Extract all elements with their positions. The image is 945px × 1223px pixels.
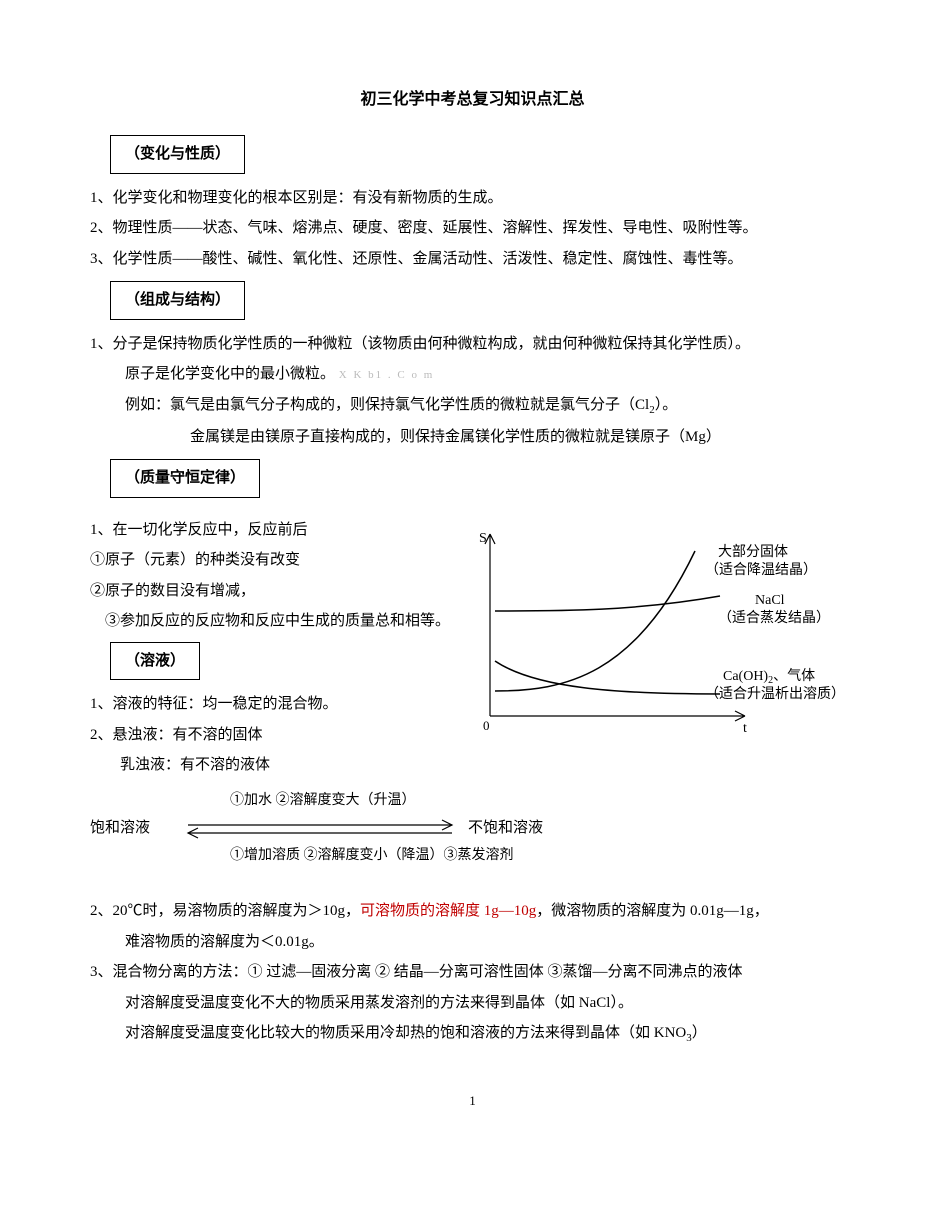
nacl-text: NaCl	[579, 995, 611, 1011]
section2-p4c: ）	[706, 429, 721, 445]
section1-heading: （变化与性质）	[110, 135, 245, 174]
section2-p3a: 例如：氯气是由氯气分子构成的，则保持氯气化学性质的微粒就是氯气分子（	[125, 397, 635, 413]
p6c: ）。	[610, 995, 633, 1011]
section-mass-conservation: （质量守恒定律）	[90, 459, 855, 508]
section3-p1: 1、在一切化学反应中，反应前后	[90, 516, 465, 545]
p4-red: 可溶物质的溶解度 1g—10g	[360, 903, 536, 919]
mg-symbol: Mg	[685, 429, 706, 445]
section4-p5: 3、混合物分离的方法：① 过滤—固液分离 ② 结晶—分离可溶性固体 ③蒸馏—分离…	[90, 958, 855, 987]
kno3-k: KNO	[654, 1025, 687, 1041]
arrow-left-text: 饱和溶液	[90, 814, 180, 843]
section3-p3: ②原子的数目没有增减，	[90, 577, 465, 606]
section4-heading: （溶液）	[110, 642, 200, 681]
section2-heading: （组成与结构）	[110, 281, 245, 320]
page-title: 初三化学中考总复习知识点汇总	[90, 85, 855, 115]
chart-svg: S 0 t 大部分固体 （适合降温结晶） NaCl （适合蒸发结晶） Ca(OH…	[465, 516, 845, 766]
section-composition-structure: （组成与结构） 1、分子是保持物质化学性质的一种微粒（该物质由何种微粒构成，就由…	[90, 281, 855, 451]
x-axis	[490, 711, 745, 721]
section2-p2: 原子是化学变化中的最小微粒。 X K b1 . C o m	[90, 360, 855, 389]
curve-nacl	[495, 596, 720, 611]
arrow-top-label: ①加水 ②溶解度变大（升温）	[230, 788, 855, 815]
section1-p1: 1、化学变化和物理变化的根本区别是：有没有新物质的生成。	[90, 184, 855, 213]
saturation-arrow-diagram: ①加水 ②溶解度变大（升温） 饱和溶液 不饱和溶液 ①增加溶质 ②溶解度变小（降…	[90, 788, 855, 870]
chart-label2a: NaCl	[755, 593, 785, 608]
two-column-layout: 1、在一切化学反应中，反应前后 ①原子（元素）的种类没有改变 ②原子的数目没有增…	[90, 516, 855, 782]
section2-p2-text: 原子是化学变化中的最小微粒。	[125, 366, 335, 382]
chart-label3c: （适合升温析出溶质）	[705, 686, 845, 702]
arrow-right-text: 不饱和溶液	[468, 814, 543, 843]
curve-most-solids	[495, 551, 695, 691]
section4-p3: 乳浊液：有不溶的液体	[90, 751, 465, 780]
y-axis	[485, 534, 495, 716]
section4-p1: 1、溶液的特征：均一稳定的混合物。	[90, 690, 465, 719]
section2-p3: 例如：氯气是由氯气分子构成的，则保持氯气化学性质的微粒就是氯气分子（Cl2）。	[90, 391, 855, 421]
right-column-chart: S 0 t 大部分固体 （适合降温结晶） NaCl （适合蒸发结晶） Ca(OH…	[465, 516, 855, 782]
section2-p4a: 金属镁是由镁原子直接构成的，则保持金属镁化学性质的微粒就是镁原子（	[190, 429, 685, 445]
page-number: 1	[90, 1089, 855, 1114]
p4-post: ，微溶物质的溶解度为 0.01g—1g，	[536, 903, 769, 919]
section1-p2: 2、物理性质——状态、气味、熔沸点、硬度、密度、延展性、溶解性、挥发性、导电性、…	[90, 214, 855, 243]
p7a: 对溶解度受温度变化比较大的物质采用冷却热的饱和溶液的方法来得到晶体（如	[125, 1025, 654, 1041]
section4-p4: 2、20℃时，易溶物质的溶解度为＞10g，可溶物质的溶解度 1g—10g，微溶物…	[90, 897, 855, 926]
solubility-chart: S 0 t 大部分固体 （适合降温结晶） NaCl （适合蒸发结晶） Ca(OH…	[465, 516, 845, 766]
section4-p7: 对溶解度受温度变化比较大的物质采用冷却热的饱和溶液的方法来得到晶体（如 KNO3…	[90, 1019, 855, 1049]
p7d: ）	[692, 1025, 707, 1041]
chart-label1a: 大部分固体	[718, 544, 788, 560]
x-axis-label: t	[743, 721, 747, 736]
chart-label3a: Ca(OH)2、气体	[723, 668, 815, 686]
origin-label: 0	[483, 718, 490, 733]
chart-label1b: （适合降温结晶）	[705, 562, 817, 578]
watermark: X K b1 . C o m	[339, 369, 435, 381]
left-column: 1、在一切化学反应中，反应前后 ①原子（元素）的种类没有改变 ②原子的数目没有增…	[90, 516, 465, 782]
section4-p6: 对溶解度受温度变化不大的物质采用蒸发溶剂的方法来得到晶体（如 NaCl）。	[90, 989, 855, 1018]
p6a: 对溶解度受温度变化不大的物质采用蒸发溶剂的方法来得到晶体（如	[125, 995, 579, 1011]
chart-label2b: （适合蒸发结晶）	[718, 610, 830, 626]
section2-p4: 金属镁是由镁原子直接构成的，则保持金属镁化学性质的微粒就是镁原子（Mg）	[90, 423, 855, 452]
cl2-cl: Cl	[635, 397, 649, 413]
p4-pre: 2、20℃时，易溶物质的溶解度为＞10g，	[90, 903, 360, 919]
section3-p4: ③参加反应的反应物和反应中生成的质量总和相等。	[90, 607, 465, 636]
section2-p3d: ）。	[655, 397, 678, 413]
section2-p1: 1、分子是保持物质化学性质的一种微粒（该物质由何种微粒构成，就由何种微粒保持其化…	[90, 330, 855, 359]
double-arrow-icon	[180, 817, 460, 841]
section3-heading: （质量守恒定律）	[110, 459, 260, 498]
arrow-bottom-label: ①增加溶质 ②溶解度变小（降温）③蒸发溶剂	[230, 843, 855, 870]
y-axis-label: S	[479, 531, 487, 546]
section3-p2: ①原子（元素）的种类没有改变	[90, 546, 465, 575]
section4-p2: 2、悬浊液：有不溶的固体	[90, 721, 465, 750]
section1-p3: 3、化学性质——酸性、碱性、氧化性、还原性、金属活动性、活泼性、稳定性、腐蚀性、…	[90, 245, 855, 274]
section4-p4-line2: 难溶物质的溶解度为＜0.01g。	[90, 928, 855, 957]
section-changes-properties: （变化与性质） 1、化学变化和物理变化的根本区别是：有没有新物质的生成。 2、物…	[90, 135, 855, 273]
